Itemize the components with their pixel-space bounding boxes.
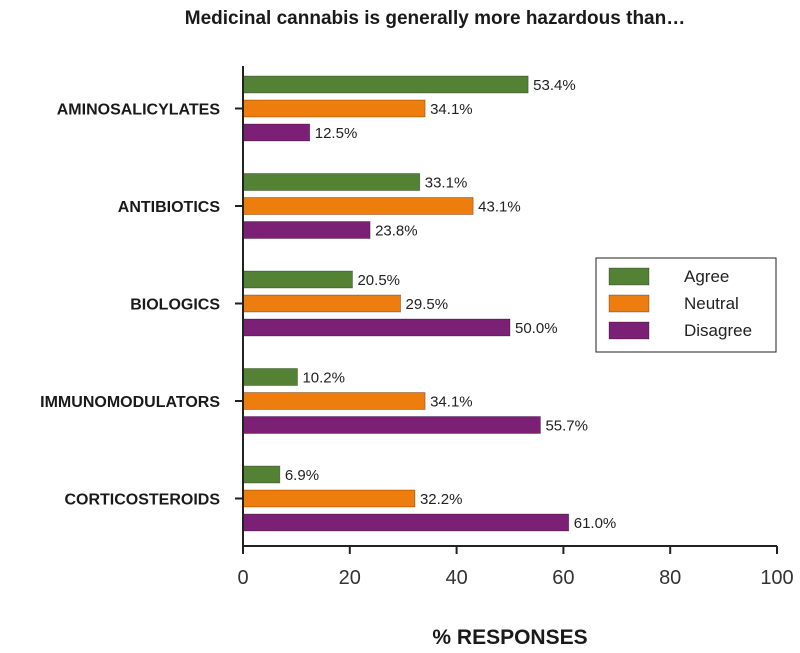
bar-neutral	[242, 294, 401, 313]
legend: Agree Neutral Disagree	[595, 257, 777, 353]
x-tick-label: 0	[237, 567, 248, 589]
x-tick-label: 40	[445, 567, 467, 589]
category-label: ANTIBIOTICS	[118, 199, 221, 216]
data-label: 43.1%	[478, 199, 521, 216]
bar-agree	[242, 368, 298, 386]
legend-label: Neutral	[684, 294, 739, 313]
bar-disagree	[242, 123, 311, 142]
data-label: 53.4%	[533, 77, 576, 94]
bar-disagree	[242, 318, 511, 337]
x-tick-label: 60	[552, 567, 574, 589]
data-label: 50.0%	[515, 320, 558, 337]
bar-agree	[242, 75, 529, 94]
bar-agree	[242, 173, 421, 191]
legend-swatch-disagree	[608, 321, 650, 340]
bar-agree	[242, 465, 281, 484]
bar-disagree	[242, 513, 570, 532]
bar-neutral	[242, 99, 426, 118]
data-label: 6.9%	[285, 467, 319, 484]
x-tick-label: 20	[339, 567, 361, 589]
legend-swatch-neutral	[608, 294, 650, 313]
data-label: 32.2%	[420, 491, 463, 508]
data-label: 10.2%	[302, 370, 345, 387]
data-label: 23.8%	[375, 223, 418, 240]
data-label: 55.7%	[545, 418, 588, 435]
bar-neutral	[242, 489, 416, 508]
x-tick-labels: 0 20 40 60 80 100	[237, 567, 793, 589]
data-label: 20.5%	[357, 272, 400, 289]
data-label: 12.5%	[315, 125, 358, 142]
category-label: AMINOSALICYLATES	[57, 102, 221, 119]
data-label: 29.5%	[406, 296, 449, 313]
bar-disagree	[242, 221, 371, 239]
data-label: 33.1%	[425, 175, 468, 192]
bars-layer: 53.4% 34.1% 12.5% 33.1% 43.1% 23.8% 20.5% 29.5%…	[242, 75, 617, 532]
axes-layer	[235, 66, 778, 554]
category-label: BIOLOGICS	[130, 297, 220, 314]
category-label: CORTICOSTEROIDS	[64, 492, 220, 509]
category-labels: AMINOSALICYLATES ANTIBIOTICS BIOLOGICS IMMU…	[40, 102, 220, 509]
chart-title: Medicinal cannabis is generally more haz…	[185, 8, 685, 29]
data-label: 61.0%	[574, 515, 617, 532]
x-tick-label: 100	[760, 567, 793, 589]
legend-label: Disagree	[684, 321, 752, 340]
x-tick-label: 80	[659, 567, 681, 589]
bar-agree	[242, 270, 353, 289]
category-label: IMMUNOMODULATORS	[40, 394, 220, 411]
legend-swatch-agree	[608, 267, 650, 286]
bar-disagree	[242, 416, 541, 434]
bar-neutral	[242, 197, 474, 215]
data-label: 34.1%	[430, 101, 473, 118]
bar-neutral	[242, 392, 426, 410]
data-label: 34.1%	[430, 394, 473, 411]
x-axis-label: % RESPONSES	[432, 626, 587, 649]
legend-label: Agree	[684, 267, 729, 286]
